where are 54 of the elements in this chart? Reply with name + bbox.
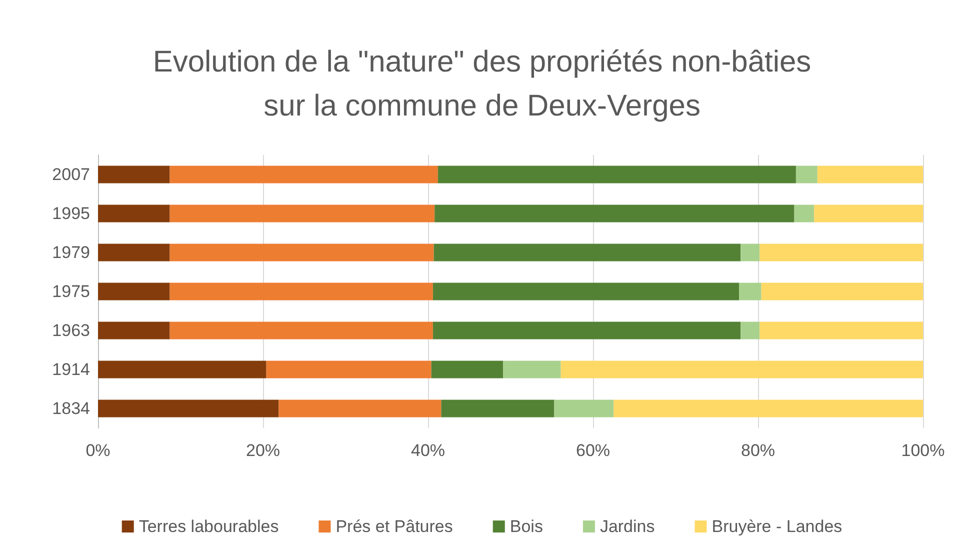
bar <box>739 282 762 300</box>
bar <box>817 166 923 184</box>
chart-title: Evolution de la "nature" des propriétés non-bâties sur la commune de Deux-Verges <box>152 46 812 122</box>
bar <box>98 400 279 418</box>
bar <box>503 360 561 378</box>
bar <box>434 244 741 262</box>
bar <box>98 322 170 340</box>
bar <box>432 322 741 340</box>
legend-label: Terres labourables <box>138 517 279 536</box>
y-tick-label: 1914 <box>52 360 90 379</box>
bar <box>614 400 923 418</box>
bar <box>796 166 818 184</box>
y-tick-label: 1979 <box>52 243 90 262</box>
bar <box>554 400 614 418</box>
bar <box>438 166 796 184</box>
y-tick-label: 1995 <box>52 204 90 223</box>
y-tick-label: 1975 <box>52 282 90 301</box>
bar <box>740 244 760 262</box>
bar <box>760 322 923 340</box>
x-tick-label: 60% <box>576 441 610 460</box>
bar <box>170 244 434 262</box>
bar <box>441 400 554 418</box>
bar <box>170 282 433 300</box>
y-tick-label: 1963 <box>52 321 90 340</box>
legend-label: Jardins <box>600 517 655 536</box>
bar <box>266 360 432 378</box>
x-tick-label: 80% <box>740 441 776 460</box>
bar <box>170 204 435 222</box>
bar <box>740 322 760 340</box>
bar <box>434 204 794 222</box>
legend-label: Prés et Pâtures <box>336 517 453 536</box>
bar <box>761 282 923 300</box>
bar <box>278 400 442 418</box>
x-tick-label: 40% <box>410 441 446 460</box>
bar <box>170 322 433 340</box>
bar <box>98 244 170 262</box>
y-tick-label: 2007 <box>52 165 90 184</box>
x-tick-label: 20% <box>246 441 280 460</box>
y-tick-label: 1834 <box>52 399 90 418</box>
legend-label: Bois <box>510 517 543 536</box>
bar <box>432 282 740 300</box>
bar <box>814 204 923 222</box>
bar <box>98 166 170 184</box>
x-tick-label: 100% <box>901 441 945 460</box>
bar <box>98 282 170 300</box>
bar <box>170 166 438 184</box>
bar <box>98 360 266 378</box>
bar <box>794 204 814 222</box>
legend-label: Bruyère - Landes <box>712 517 842 536</box>
bar <box>431 360 504 378</box>
x-tick-label: 0% <box>86 441 110 460</box>
bar <box>98 204 170 222</box>
bar <box>760 244 923 262</box>
bar <box>560 360 923 378</box>
